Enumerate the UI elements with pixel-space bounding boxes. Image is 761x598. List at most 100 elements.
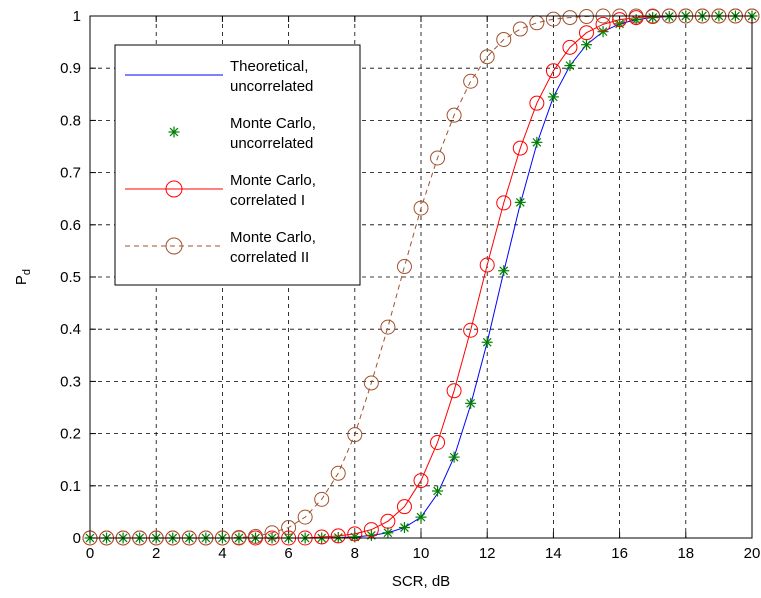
x-tick-label: 12 bbox=[479, 545, 496, 562]
series-4-marker bbox=[479, 49, 495, 65]
x-tick-label: 4 bbox=[218, 545, 226, 562]
series-3-marker bbox=[562, 39, 578, 55]
y-tick-label: 0.2 bbox=[60, 426, 81, 443]
series-4-marker bbox=[463, 73, 479, 89]
legend-swatch-marker bbox=[168, 126, 180, 138]
y-tick-label: 0.1 bbox=[60, 478, 81, 495]
legend-label: Monte Carlo, bbox=[230, 115, 316, 132]
star-stroke bbox=[333, 533, 343, 542]
series-3-marker bbox=[347, 526, 363, 542]
y-tick-label: 0.4 bbox=[60, 321, 81, 338]
star-stroke bbox=[400, 523, 409, 532]
series-3-marker bbox=[612, 12, 628, 28]
x-tick-label: 10 bbox=[413, 545, 430, 562]
series-2-marker bbox=[465, 397, 477, 409]
x-tick-label: 0 bbox=[86, 545, 94, 562]
series-3-marker bbox=[413, 473, 429, 489]
star-stroke bbox=[466, 398, 476, 408]
series-4-marker bbox=[314, 491, 330, 507]
series-4-marker bbox=[545, 11, 561, 27]
series-4-marker bbox=[281, 520, 297, 536]
legend-swatch-marker bbox=[165, 180, 183, 198]
x-tick-label: 2 bbox=[152, 545, 160, 562]
star-stroke bbox=[433, 486, 442, 496]
series-2-marker bbox=[432, 485, 444, 497]
series-3-marker bbox=[430, 434, 446, 450]
y-axis-label: Pd bbox=[13, 269, 33, 285]
star-stroke bbox=[416, 512, 426, 522]
legend-item-1: Theoretical, uncorrelated bbox=[125, 58, 313, 95]
y-axis-label-subscript: d bbox=[21, 269, 33, 275]
series-4-marker bbox=[413, 200, 429, 216]
series-2-marker bbox=[448, 451, 460, 463]
star-stroke bbox=[565, 61, 575, 70]
series-4-marker bbox=[264, 525, 280, 541]
star-stroke bbox=[549, 92, 558, 102]
series-3-marker bbox=[595, 16, 611, 32]
legend-label: correlated I bbox=[230, 192, 305, 209]
series-3-marker bbox=[463, 322, 479, 338]
series-2-marker bbox=[332, 531, 344, 543]
legend-label: uncorrelated bbox=[230, 135, 313, 152]
legend-item-4: Monte Carlo, correlated II bbox=[125, 229, 316, 266]
series-3-marker bbox=[380, 513, 396, 529]
legend-swatch-marker bbox=[165, 237, 183, 255]
star-stroke bbox=[499, 266, 509, 276]
series-2-marker bbox=[498, 265, 510, 277]
plot-frame bbox=[89, 15, 753, 539]
series-4-marker bbox=[579, 9, 594, 25]
star-stroke bbox=[482, 337, 492, 347]
legend-label: Monte Carlo, bbox=[230, 172, 316, 189]
legend-box bbox=[114, 44, 361, 286]
series-3-marker bbox=[545, 63, 561, 79]
star-stroke bbox=[449, 452, 459, 462]
series-4-marker bbox=[446, 107, 462, 123]
star-stroke bbox=[664, 12, 674, 21]
series-2-marker bbox=[531, 136, 543, 148]
series-4-marker bbox=[380, 319, 396, 335]
star-stroke bbox=[383, 528, 393, 538]
series-3-marker bbox=[396, 499, 412, 515]
series-2-marker bbox=[481, 336, 493, 348]
legend-label: Theoretical, bbox=[230, 58, 308, 75]
grid-lines bbox=[90, 16, 752, 538]
star-stroke bbox=[169, 127, 179, 137]
series-4-marker bbox=[512, 21, 528, 37]
series-3-marker bbox=[314, 529, 330, 545]
y-tick-label: 0.6 bbox=[60, 217, 81, 234]
series-3-marker bbox=[363, 522, 379, 538]
y-tick-label: 0 bbox=[73, 530, 81, 547]
series-3-marker bbox=[446, 383, 462, 399]
x-tick-label: 20 bbox=[744, 545, 761, 562]
series-2-marker bbox=[647, 12, 659, 24]
series-3-marker bbox=[512, 140, 528, 156]
series-3-marker bbox=[529, 95, 545, 111]
star-stroke bbox=[515, 197, 525, 207]
star-stroke bbox=[532, 137, 542, 147]
x-tick-label: 18 bbox=[677, 545, 694, 562]
series-4-marker bbox=[231, 529, 247, 545]
x-tick-label: 16 bbox=[611, 545, 628, 562]
legend-label: uncorrelated bbox=[230, 78, 313, 95]
series-4-marker bbox=[562, 10, 578, 26]
legend-item-2: Monte Carlo, uncorrelated bbox=[168, 115, 316, 152]
legend-item-3: Monte Carlo, correlated I bbox=[125, 172, 316, 209]
legend-label: correlated II bbox=[230, 249, 309, 266]
series-4-marker bbox=[496, 31, 512, 47]
series-2-marker bbox=[514, 196, 526, 208]
series-3-marker bbox=[479, 257, 495, 273]
series-4-marker bbox=[347, 427, 363, 443]
series-4-marker bbox=[363, 375, 379, 391]
series-2-marker bbox=[398, 522, 410, 534]
series-2-marker bbox=[415, 511, 427, 523]
series-3-marker bbox=[579, 25, 594, 41]
star-stroke bbox=[582, 40, 591, 50]
series-2-marker bbox=[382, 527, 394, 539]
series-4-marker bbox=[297, 509, 313, 525]
series-3-marker bbox=[330, 528, 346, 544]
series-4-marker bbox=[330, 465, 346, 481]
star-stroke bbox=[350, 532, 360, 542]
series-4-marker bbox=[248, 528, 263, 544]
x-axis-label: SCR, dB bbox=[392, 573, 450, 590]
